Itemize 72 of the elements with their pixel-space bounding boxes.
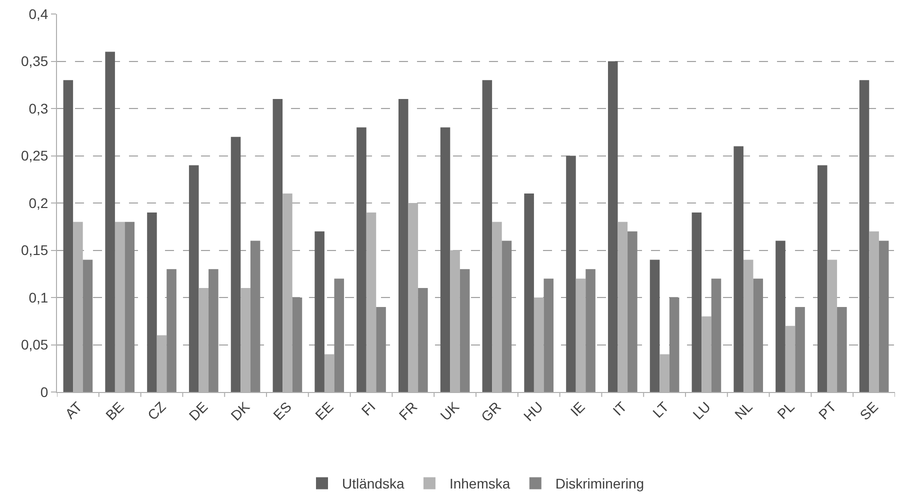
x-tick-label: BE — [102, 398, 127, 424]
bar — [544, 278, 554, 392]
x-tick-label: DE — [186, 398, 211, 424]
bar — [502, 240, 512, 392]
x-tick-label: EE — [312, 398, 336, 424]
bar — [250, 240, 260, 392]
y-tick-label: 0,15 — [20, 242, 48, 258]
bar — [208, 269, 218, 392]
y-tick-label: 0,25 — [20, 148, 48, 164]
bar — [292, 298, 302, 392]
bar — [586, 269, 596, 392]
legend-label: Diskriminering — [555, 476, 644, 492]
bar — [482, 80, 492, 392]
bar — [334, 278, 344, 392]
bar — [105, 52, 115, 392]
bar — [124, 222, 135, 392]
bar — [418, 288, 428, 392]
legend-label: Inhemska — [449, 476, 510, 492]
bar — [711, 278, 722, 392]
bar — [734, 146, 744, 392]
x-tick-label: FR — [396, 398, 420, 424]
bar — [650, 260, 660, 392]
x-tick-label: SE — [856, 398, 882, 424]
bar — [776, 240, 786, 392]
bar — [628, 231, 638, 392]
x-tick-label: AT — [62, 398, 86, 422]
bar — [82, 260, 93, 392]
bar — [460, 269, 470, 392]
y-tick-label: 0,35 — [20, 53, 48, 70]
bar — [398, 99, 408, 392]
bar — [147, 212, 157, 392]
bar — [795, 306, 805, 392]
bar — [692, 212, 702, 392]
x-tick-label: UK — [437, 398, 463, 424]
x-tick-label: LT — [649, 398, 672, 421]
bar — [440, 127, 450, 392]
bar — [608, 61, 618, 392]
bar — [272, 99, 283, 392]
y-tick-label: 0,3 — [28, 100, 48, 116]
y-tick-label: 0,2 — [28, 194, 48, 211]
x-tick-label: FI — [358, 398, 378, 419]
bar — [188, 165, 199, 392]
x-tick-label: LU — [690, 398, 714, 423]
x-tick-label: DK — [228, 398, 254, 424]
x-tick-label: PL — [774, 398, 798, 422]
x-tick-label: ES — [270, 398, 295, 424]
legend-label: Utländska — [342, 476, 404, 492]
y-tick-label: 0,4 — [28, 6, 48, 22]
x-tick-label: HU — [520, 398, 546, 424]
y-tick-label: 0,05 — [20, 336, 48, 353]
bar — [376, 306, 386, 392]
bar — [230, 136, 241, 392]
bar — [859, 80, 870, 392]
bar — [566, 156, 576, 392]
bar — [314, 231, 324, 392]
x-tick-label: PT — [815, 398, 840, 423]
y-tick-label: 0 — [40, 384, 48, 400]
bar — [669, 298, 680, 392]
y-tick-label: 0,1 — [28, 289, 48, 306]
bar — [356, 127, 366, 392]
bar — [753, 278, 764, 392]
bar — [837, 306, 847, 392]
x-tick-label: IT — [610, 398, 630, 419]
x-tick-label: GR — [478, 398, 504, 425]
x-tick-label: CZ — [144, 398, 170, 424]
bar — [166, 269, 176, 392]
bar — [878, 240, 889, 392]
bar — [817, 165, 828, 392]
x-tick-label: NL — [731, 398, 756, 423]
bar — [524, 194, 534, 392]
x-tick-label: IE — [567, 398, 588, 420]
bar — [63, 80, 74, 392]
